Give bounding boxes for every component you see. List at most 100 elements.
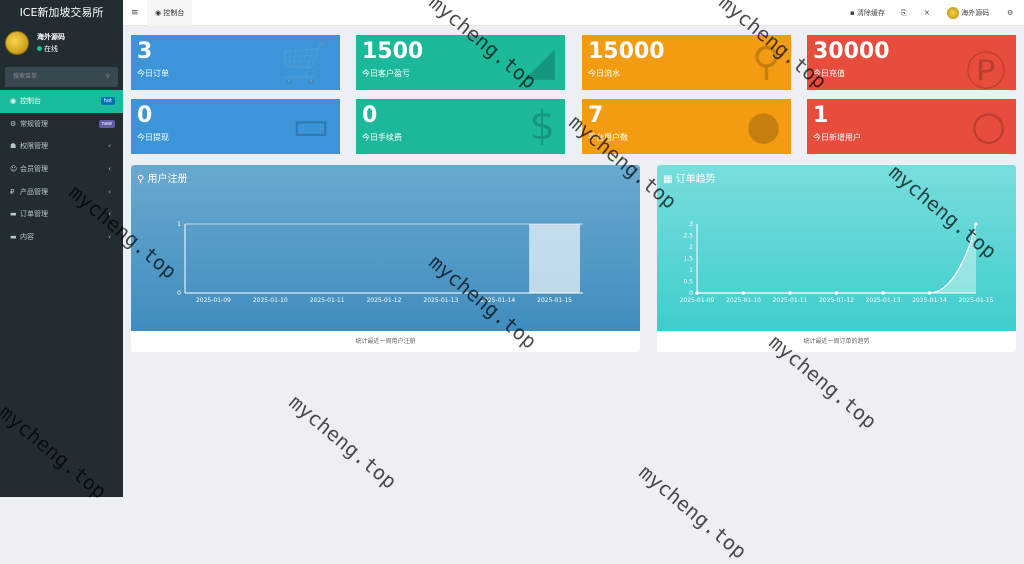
sidebar-item-2[interactable]: ☗ 权限管理 ‹: [0, 135, 123, 158]
chevron-left-icon: ‹: [108, 210, 111, 219]
y-tick-label: 3: [689, 221, 693, 228]
order-title: ▦ 订单趋势: [663, 170, 716, 185]
grid-icon: ▦: [663, 174, 676, 185]
paypal-icon: Ⓟ: [966, 49, 1006, 90]
list-icon: ▬: [10, 233, 17, 242]
data-point: [834, 291, 839, 295]
x-tick-label: 2025-01-12: [367, 297, 402, 304]
menu-toggle-icon[interactable]: ≡: [131, 8, 139, 18]
stat-tile[interactable]: 0 今日手续费 $: [356, 99, 565, 154]
header-user-name: 海外源码: [961, 9, 990, 17]
sidebar-item-0[interactable]: ◉ 控制台 hot: [0, 90, 123, 113]
sidebar-item-label: 订单管理: [20, 210, 48, 219]
chevron-left-icon: ‹: [108, 233, 111, 242]
credit-card-icon: ▭: [292, 103, 330, 149]
register-title-text: 用户注册: [147, 174, 188, 185]
data-point: [881, 291, 885, 295]
stat-tile[interactable]: 7 平台用户数 ●: [582, 99, 791, 154]
area-fill: [697, 224, 976, 293]
x-tick-label: 2025-01-14: [912, 297, 947, 304]
avatar: [5, 31, 29, 55]
sidebar-item-label: 权限管理: [20, 142, 48, 151]
online-dot-icon: [37, 46, 42, 51]
tab-dashboard[interactable]: ◉ 控制台: [147, 0, 193, 26]
tile-label: 今日手续费: [362, 133, 402, 142]
header-user-button[interactable]: 海外源码: [947, 0, 989, 26]
dashboard-icon: ◉: [155, 9, 164, 17]
sidebar-item-label: 常规管理: [20, 119, 48, 128]
sidebar-item-1[interactable]: ⚙ 常规管理 new: [0, 113, 123, 136]
chevron-left-icon: ‹: [108, 187, 111, 196]
series-line: [696, 223, 977, 294]
x-tick-label: 2025-01-11: [773, 297, 808, 304]
clear-cache-button[interactable]: ▪ 清除缓存: [850, 0, 885, 26]
watermark: mycheng.top: [284, 390, 402, 494]
data-point: [695, 291, 699, 295]
menu-badge: hot: [100, 97, 115, 105]
tile-label: 平台用户数: [588, 133, 628, 142]
search-icon[interactable]: ⚲: [105, 73, 110, 80]
tile-value: 0: [137, 103, 153, 128]
user-panel: 海外源码 在线: [0, 26, 123, 64]
sidebar-item-5[interactable]: ▬ 订单管理 ‹: [0, 203, 123, 226]
tile-value: 7: [588, 103, 604, 128]
user-register-card: ⚲ 用户注册 0 1 2025-01-09 2025-01-10 2025-01-11 2…: [131, 165, 640, 352]
y-tick-label: 0: [177, 290, 181, 297]
product-icon: ₽: [10, 187, 15, 196]
user-status: 在线: [37, 44, 58, 54]
menu-search-input[interactable]: 搜索菜单 ⚲: [5, 67, 118, 87]
data-point: [741, 291, 746, 295]
x-tick-label: 2025-01-10: [726, 297, 761, 304]
shower-icon: ⚲: [751, 39, 781, 85]
register-bar-chart: 0 1 2025-01-09 2025-01-10 2025-01-11 2025-01-…: [177, 221, 583, 304]
tab-label: 控制台: [163, 9, 185, 17]
group-icon: ☗: [10, 142, 17, 151]
x-tick-label: 2025-01-09: [680, 297, 715, 304]
tile-value: 15000: [588, 39, 665, 64]
watermark: mycheng.top: [634, 460, 752, 564]
stat-tile[interactable]: 1 今日新增用户 ○: [807, 99, 1016, 154]
y-tick-label: 1.5: [683, 256, 693, 263]
fullscreen-icon[interactable]: ✕: [924, 9, 930, 17]
settings-icon[interactable]: ⚙: [1007, 9, 1014, 17]
sidebar-item-3[interactable]: ☺ 会员管理 ‹: [0, 158, 123, 181]
stat-tile[interactable]: 30000 今日充值 Ⓟ: [807, 35, 1016, 90]
brand-title: ICE新加坡交易所: [0, 0, 123, 26]
tile-label: 今日充值: [813, 69, 845, 78]
search-placeholder: 搜索菜单: [13, 73, 38, 80]
order-trend-card: ▦ 订单趋势 0 0.5 1 1.5 2 2.5 3 2025-01-09 2025-01-10…: [657, 165, 1016, 352]
data-point: [927, 291, 932, 295]
x-tick-label: 2025-01-10: [253, 297, 288, 304]
register-footer: 统计最近一周用户注册: [355, 338, 416, 345]
data-point: [788, 291, 792, 295]
stat-tile[interactable]: 3 今日订单 🛒: [131, 35, 340, 90]
tile-value: 30000: [813, 39, 890, 64]
tile-label: 今日流水: [588, 69, 620, 78]
y-tick-label: 2: [689, 244, 693, 251]
user-name: 海外源码: [37, 33, 65, 41]
sidebar-item-6[interactable]: ▬ 内容 ‹: [0, 226, 123, 249]
sidebar-item-label: 会员管理: [20, 165, 48, 174]
stat-tile[interactable]: 0 今日提现 ▭: [131, 99, 340, 154]
tile-label: 今日客户盈亏: [362, 69, 410, 78]
order-chart-area: ▦ 订单趋势 0 0.5 1 1.5 2 2.5 3 2025-01-09 2025-01-10…: [657, 165, 1016, 331]
order-area-chart: 0 0.5 1 1.5 2 2.5 3 2025-01-09 2025-01-10 2025-01…: [680, 221, 994, 304]
tile-value: 0: [362, 103, 378, 128]
bar: [529, 224, 580, 293]
register-title: ⚲ 用户注册: [137, 170, 188, 185]
map-marker-icon: ⚲: [137, 174, 148, 185]
tile-label: 今日提现: [137, 133, 169, 142]
sidebar-item-label: 内容: [20, 233, 34, 242]
header-avatar: [947, 7, 959, 19]
stat-tile[interactable]: 15000 今日流水 ⚲: [582, 35, 791, 90]
cogs-icon: ⚙: [10, 119, 17, 128]
user-outline-icon: ○: [971, 103, 1006, 149]
y-tick-label: 2.5: [683, 233, 693, 240]
user-icon: ●: [746, 103, 781, 149]
tile-label: 今日订单: [137, 69, 169, 78]
stat-tile[interactable]: 1500 今日客户盈亏 ◢: [356, 35, 565, 90]
sidebar-item-4[interactable]: ₽ 产品管理 ‹: [0, 181, 123, 204]
language-icon[interactable]: ⎘: [901, 9, 907, 17]
list-icon: ▬: [10, 210, 17, 219]
tile-value: 3: [137, 39, 153, 64]
